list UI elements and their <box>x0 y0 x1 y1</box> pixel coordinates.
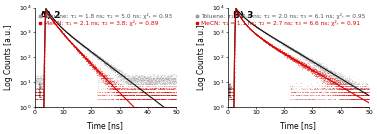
Text: A) 2: A) 2 <box>40 11 61 20</box>
Y-axis label: Log Counts [a.u.]: Log Counts [a.u.] <box>197 25 206 90</box>
Text: B) 3: B) 3 <box>233 11 254 20</box>
Text: prompt: prompt <box>39 81 43 97</box>
X-axis label: Time [ns]: Time [ns] <box>87 121 123 130</box>
Legend: Toluene: τ₁ = 6.5 ns; τ₂ = 2.0 ns; τ₃ = 6.1 ns; χ²ᵣ = 0.95, MeCN: τ₁ = 1.1 ns; τ: Toluene: τ₁ = 6.5 ns; τ₂ = 2.0 ns; τ₃ = … <box>194 13 366 27</box>
Text: prompt: prompt <box>229 81 233 97</box>
Legend: Toluene: τ₁ = 1.8 ns; τ₂ = 5.0 ns; χ²ᵣ = 0.93, MeCN: τ₁ = 2.1 ns; τ₂ = 3.8; χ²ᵣ : Toluene: τ₁ = 1.8 ns; τ₂ = 5.0 ns; χ²ᵣ =… <box>37 13 173 27</box>
Y-axis label: Log Counts [a.u.]: Log Counts [a.u.] <box>4 25 13 90</box>
X-axis label: Time [ns]: Time [ns] <box>280 121 316 130</box>
